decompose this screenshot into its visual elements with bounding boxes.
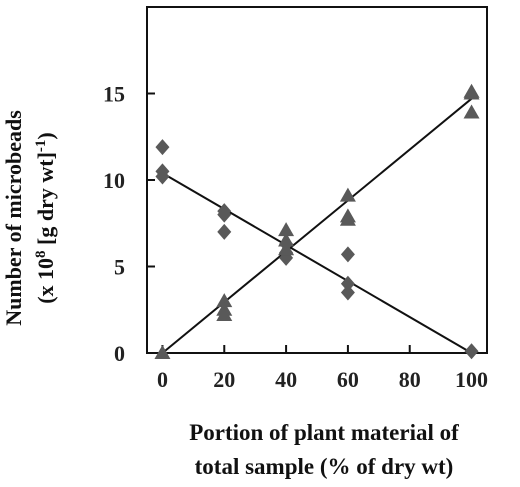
y-axis-title: Number of microbeads (x 108 [g dry wt]-1… <box>1 110 58 326</box>
diamond-data-point <box>340 284 355 301</box>
y-axis-title-exponent-1: 8 <box>33 250 49 258</box>
y-axis-title-part-3: ) <box>33 132 58 139</box>
triangle-data-point <box>278 222 295 237</box>
x-tick-label: 100 <box>455 367 488 392</box>
y-tick-label: 10 <box>103 168 125 193</box>
x-axis-title-line-1: Portion of plant material of <box>189 420 459 445</box>
plot-frame <box>146 6 488 354</box>
triangle-data-point <box>154 345 171 359</box>
diamond-series-fit-line <box>161 172 473 354</box>
data-points <box>154 83 480 360</box>
triangle-data-point <box>463 104 480 119</box>
y-axis-title-line-2: (x 108 [g dry wt]-1) <box>33 132 58 304</box>
y-tick-label: 15 <box>103 82 125 107</box>
triangle-data-point <box>339 187 356 202</box>
diamond-data-point <box>340 246 355 263</box>
y-axis-title-part-2: [g dry wt] <box>33 152 58 250</box>
triangle-data-point <box>278 232 295 247</box>
axis-ticks: 0 20 40 60 80 100 0 5 10 15 <box>103 82 488 393</box>
triangle-data-point <box>463 85 480 100</box>
triangle-data-point <box>278 241 295 256</box>
triangle-data-point <box>339 211 356 226</box>
diamond-data-point <box>340 275 355 292</box>
x-axis-title-line-2: total sample (% of dry wt) <box>195 454 454 479</box>
x-tick-label: 0 <box>157 367 168 392</box>
triangle-data-point <box>216 293 233 308</box>
x-tick-label: 40 <box>275 367 297 392</box>
x-tick-label: 80 <box>399 367 421 392</box>
x-tick-label: 20 <box>213 367 235 392</box>
diamond-data-point <box>155 168 170 185</box>
fit-lines <box>161 97 473 354</box>
y-tick-label: 0 <box>114 341 125 366</box>
diamond-data-point <box>217 206 232 223</box>
diamond-data-point <box>464 343 479 360</box>
x-tick-label: 60 <box>337 367 359 392</box>
triangle-series-fit-line <box>161 97 473 354</box>
triangle-data-point <box>216 306 233 321</box>
y-axis-title-part-1: (x 10 <box>33 258 58 304</box>
diamond-data-point <box>155 139 170 156</box>
y-tick-label: 5 <box>114 255 125 280</box>
diamond-data-point <box>217 223 232 240</box>
y-axis-title-exponent-2: -1 <box>33 140 49 153</box>
plot-area: 0 20 40 60 80 100 0 5 10 15 <box>103 6 488 393</box>
y-axis-title-line-1: Number of microbeads <box>1 110 26 326</box>
